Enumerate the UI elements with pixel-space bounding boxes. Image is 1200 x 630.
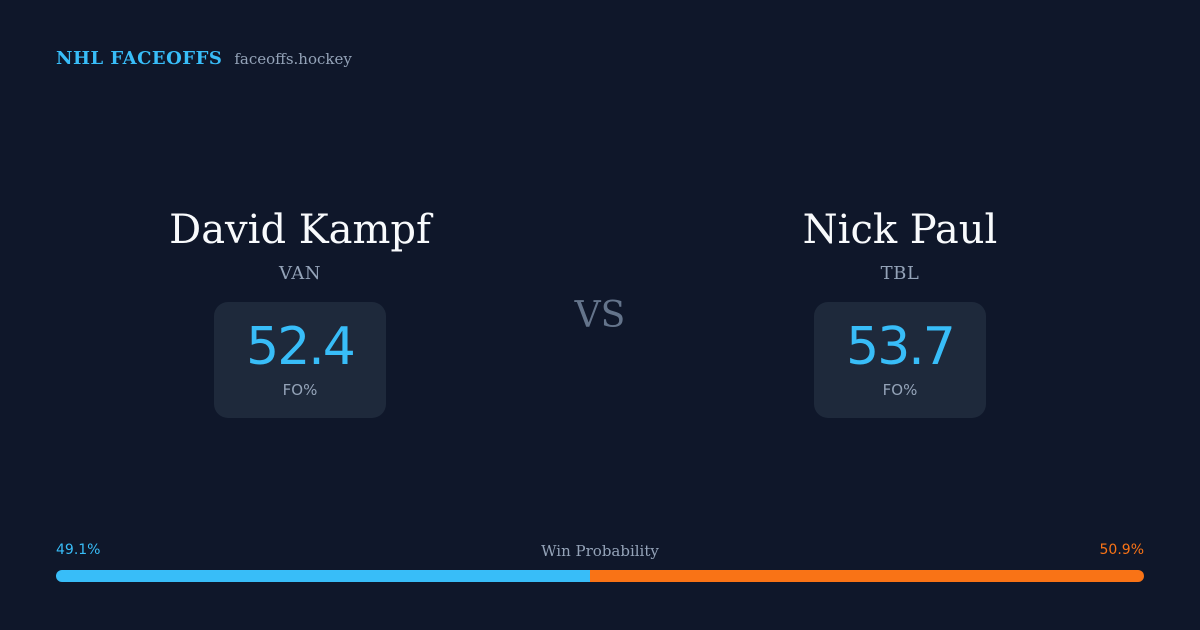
brand-header: NHL FACEOFFS faceoffs.hockey	[56, 48, 352, 72]
win-probability-title: Win Probability	[541, 542, 659, 560]
brand-name: NHL FACEOFFS	[56, 48, 223, 69]
player-right-fo-value: 53.7	[846, 317, 956, 377]
player-left-fo-label: FO%	[282, 381, 318, 399]
brand-domain: faceoffs.hockey	[234, 50, 352, 68]
versus-label: VS	[574, 295, 626, 336]
player-right-team: TBL	[880, 263, 920, 284]
win-probability-right-value: 50.9%	[1099, 542, 1144, 558]
player-right-name: Nick Paul	[802, 207, 998, 253]
win-probability-left-value: 49.1%	[56, 542, 101, 558]
player-right-panel: Nick Paul TBL 53.7 FO%	[690, 204, 1110, 418]
win-probability-left-fill	[56, 570, 591, 582]
player-right-fo-label: FO%	[882, 381, 918, 399]
player-left-fo-value: 52.4	[246, 317, 356, 377]
win-probability-bar	[56, 570, 1144, 582]
player-left-name: David Kampf	[169, 207, 431, 253]
player-left-panel: David Kampf VAN 52.4 FO%	[90, 204, 510, 418]
win-probability-right-fill	[590, 570, 1144, 582]
player-left-team: VAN	[278, 263, 322, 284]
win-probability-labels: 49.1% Win Probability 50.9%	[56, 542, 1144, 562]
player-left-stat-card: 52.4 FO%	[214, 302, 386, 418]
player-right-stat-card: 53.7 FO%	[814, 302, 986, 418]
